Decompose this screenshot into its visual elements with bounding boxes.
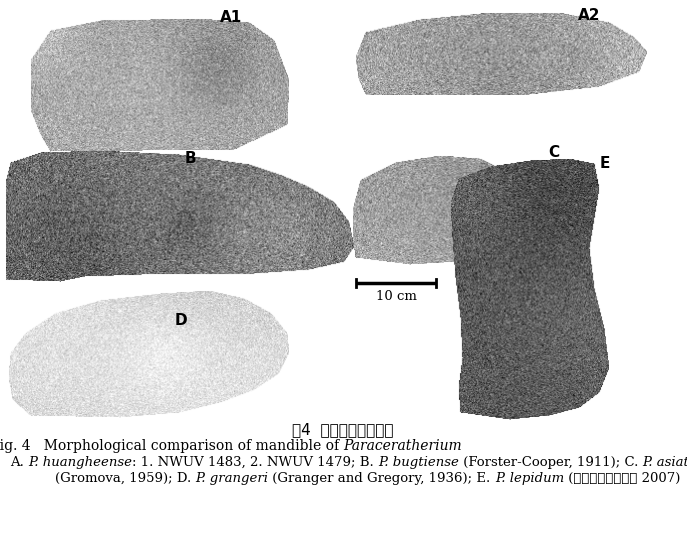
Text: (邵占祥、王伴月， 2007): (邵占祥、王伴月， 2007) — [564, 472, 681, 485]
Text: (Gromova, 1959); D.: (Gromova, 1959); D. — [55, 472, 196, 485]
Text: P. lepidum: P. lepidum — [495, 472, 564, 485]
Text: C: C — [548, 145, 559, 160]
Text: P. grangeri: P. grangeri — [196, 472, 269, 485]
Text: P. bugtiense: P. bugtiense — [378, 456, 459, 469]
Text: A2: A2 — [578, 8, 600, 23]
Text: (Granger and Gregory, 1936); E.: (Granger and Gregory, 1936); E. — [269, 472, 495, 485]
Text: P. asiaticum: P. asiaticum — [642, 456, 687, 469]
Text: : 1. NWUV 1483, 2. NWUV 1479; B.: : 1. NWUV 1483, 2. NWUV 1479; B. — [132, 456, 378, 469]
Text: P. huangheense: P. huangheense — [28, 456, 132, 469]
Text: E: E — [600, 156, 610, 171]
Text: Paraceratherium: Paraceratherium — [343, 439, 462, 453]
Text: D: D — [175, 313, 188, 328]
Text: A.: A. — [10, 456, 28, 469]
Text: 10 cm: 10 cm — [376, 290, 416, 303]
Text: (Forster-Cooper, 1911); C.: (Forster-Cooper, 1911); C. — [459, 456, 642, 469]
Text: 图4  巨犀下颌形态比较: 图4 巨犀下颌形态比较 — [292, 422, 394, 437]
Text: A1: A1 — [220, 10, 243, 25]
Text: Fig. 4   Morphological comparison of mandible of: Fig. 4 Morphological comparison of mandi… — [0, 439, 343, 453]
Text: B: B — [185, 151, 196, 166]
